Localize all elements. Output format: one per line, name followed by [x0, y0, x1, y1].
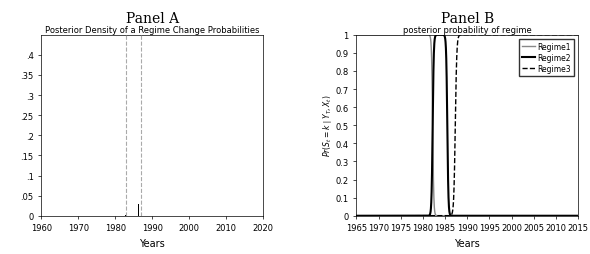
- Y-axis label: $Pr(S_t = k \mid Y_T, X_t)$: $Pr(S_t = k \mid Y_T, X_t)$: [322, 95, 334, 157]
- X-axis label: Years: Years: [139, 238, 165, 248]
- Text: Panel B: Panel B: [441, 12, 494, 26]
- Legend: Regime1, Regime2, Regime3: Regime1, Regime2, Regime3: [519, 39, 575, 77]
- X-axis label: Years: Years: [454, 238, 480, 248]
- Title: Posterior Density of a Regime Change Probabilities: Posterior Density of a Regime Change Pro…: [45, 26, 260, 35]
- Title: posterior probability of regime: posterior probability of regime: [403, 26, 532, 35]
- Text: Panel A: Panel A: [126, 12, 179, 26]
